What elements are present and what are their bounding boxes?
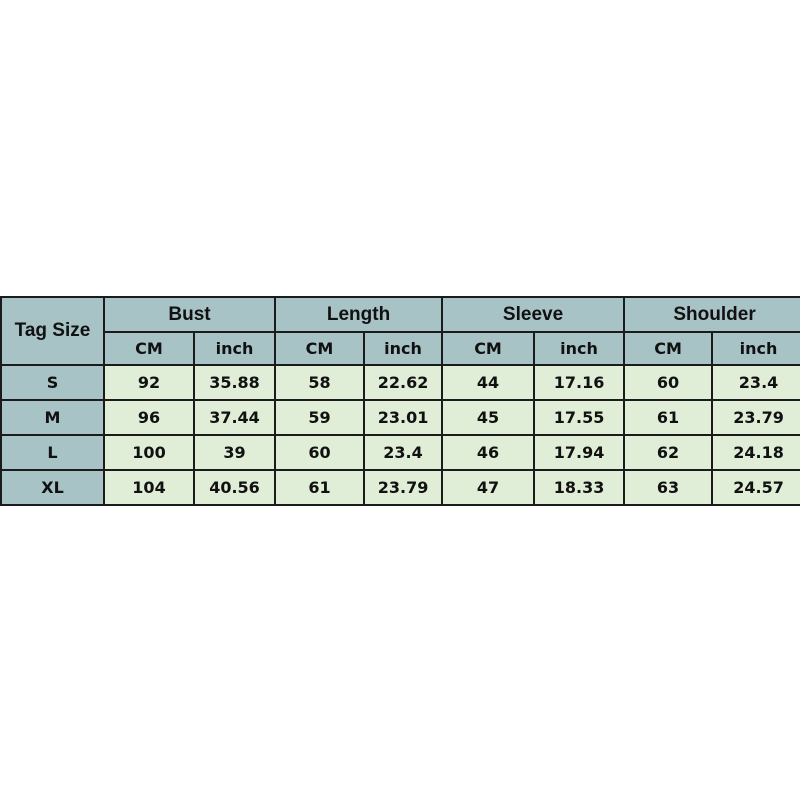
cell-m-sleeve-cm: 45 [441, 399, 536, 436]
size-chart-table: Tag Size Bust Length Sleeve Shoulder CM … [0, 296, 800, 506]
cell-m-sleeve-inch: 17.55 [533, 399, 626, 436]
cell-l-sleeve-cm: 46 [441, 434, 536, 471]
unit-header-shoulder-cm: CM [623, 331, 714, 366]
group-header-row: Tag Size Bust Length Sleeve Shoulder [0, 296, 800, 366]
tag-size-header: Tag Size [0, 296, 105, 366]
cell-s-length-inch: 22.62 [363, 364, 444, 401]
cell-m-bust-cm: 96 [103, 399, 195, 436]
cell-m-length-cm: 59 [274, 399, 366, 436]
cell-xl-shoulder-cm: 63 [623, 469, 714, 506]
cell-s-shoulder-inch: 23.4 [711, 364, 800, 401]
cell-m-bust-inch: 37.44 [192, 399, 277, 436]
group-header-sleeve: Sleeve [441, 296, 626, 333]
unit-header-sleeve-cm: CM [441, 331, 536, 366]
cell-l-bust-inch: 39 [192, 434, 277, 471]
cell-l-shoulder-inch: 24.18 [711, 434, 800, 471]
cell-s-bust-cm: 92 [103, 364, 195, 401]
cell-m-length-inch: 23.01 [363, 399, 444, 436]
cell-s-sleeve-inch: 17.16 [533, 364, 626, 401]
unit-header-shoulder-inch: inch [711, 331, 800, 366]
table-row-s: S 92 35.88 58 22.62 44 17.16 60 23.4 [0, 364, 800, 401]
cell-l-length-inch: 23.4 [363, 434, 444, 471]
size-label-xl: XL [0, 469, 105, 506]
size-label-l: L [0, 434, 105, 471]
unit-header-length-cm: CM [274, 331, 366, 366]
table-row-xl: XL 104 40.56 61 23.79 47 18.33 63 24.57 [0, 469, 800, 506]
cell-m-shoulder-cm: 61 [623, 399, 714, 436]
cell-s-sleeve-cm: 44 [441, 364, 536, 401]
cell-l-length-cm: 60 [274, 434, 366, 471]
table-row-l: L 100 39 60 23.4 46 17.94 62 24.18 [0, 434, 800, 471]
cell-s-shoulder-cm: 60 [623, 364, 714, 401]
unit-header-bust-cm: CM [103, 331, 195, 366]
size-label-m: M [0, 399, 105, 436]
cell-s-length-cm: 58 [274, 364, 366, 401]
group-header-bust: Bust [102, 296, 277, 333]
cell-l-bust-cm: 100 [103, 434, 195, 471]
cell-xl-bust-inch: 40.56 [192, 469, 277, 506]
unit-header-row: CM inch CM inch CM inch CM inch [1, 331, 800, 366]
cell-xl-shoulder-inch: 24.57 [711, 469, 800, 506]
table-row-m: M 96 37.44 59 23.01 45 17.55 61 23.79 [0, 399, 800, 436]
size-label-s: S [0, 364, 105, 401]
cell-xl-sleeve-cm: 47 [441, 469, 536, 506]
unit-header-sleeve-inch: inch [533, 331, 626, 366]
cell-xl-length-inch: 23.79 [363, 469, 444, 506]
group-header-shoulder: Shoulder [623, 296, 800, 333]
cell-l-shoulder-cm: 62 [623, 434, 714, 471]
cell-s-bust-inch: 35.88 [192, 364, 277, 401]
group-header-length: Length [274, 296, 444, 333]
unit-header-bust-inch: inch [192, 331, 277, 366]
cell-xl-sleeve-inch: 18.33 [533, 469, 626, 506]
cell-xl-bust-cm: 104 [103, 469, 195, 506]
cell-xl-length-cm: 61 [274, 469, 366, 506]
cell-l-sleeve-inch: 17.94 [533, 434, 626, 471]
cell-m-shoulder-inch: 23.79 [711, 399, 800, 436]
unit-header-length-inch: inch [363, 331, 444, 366]
